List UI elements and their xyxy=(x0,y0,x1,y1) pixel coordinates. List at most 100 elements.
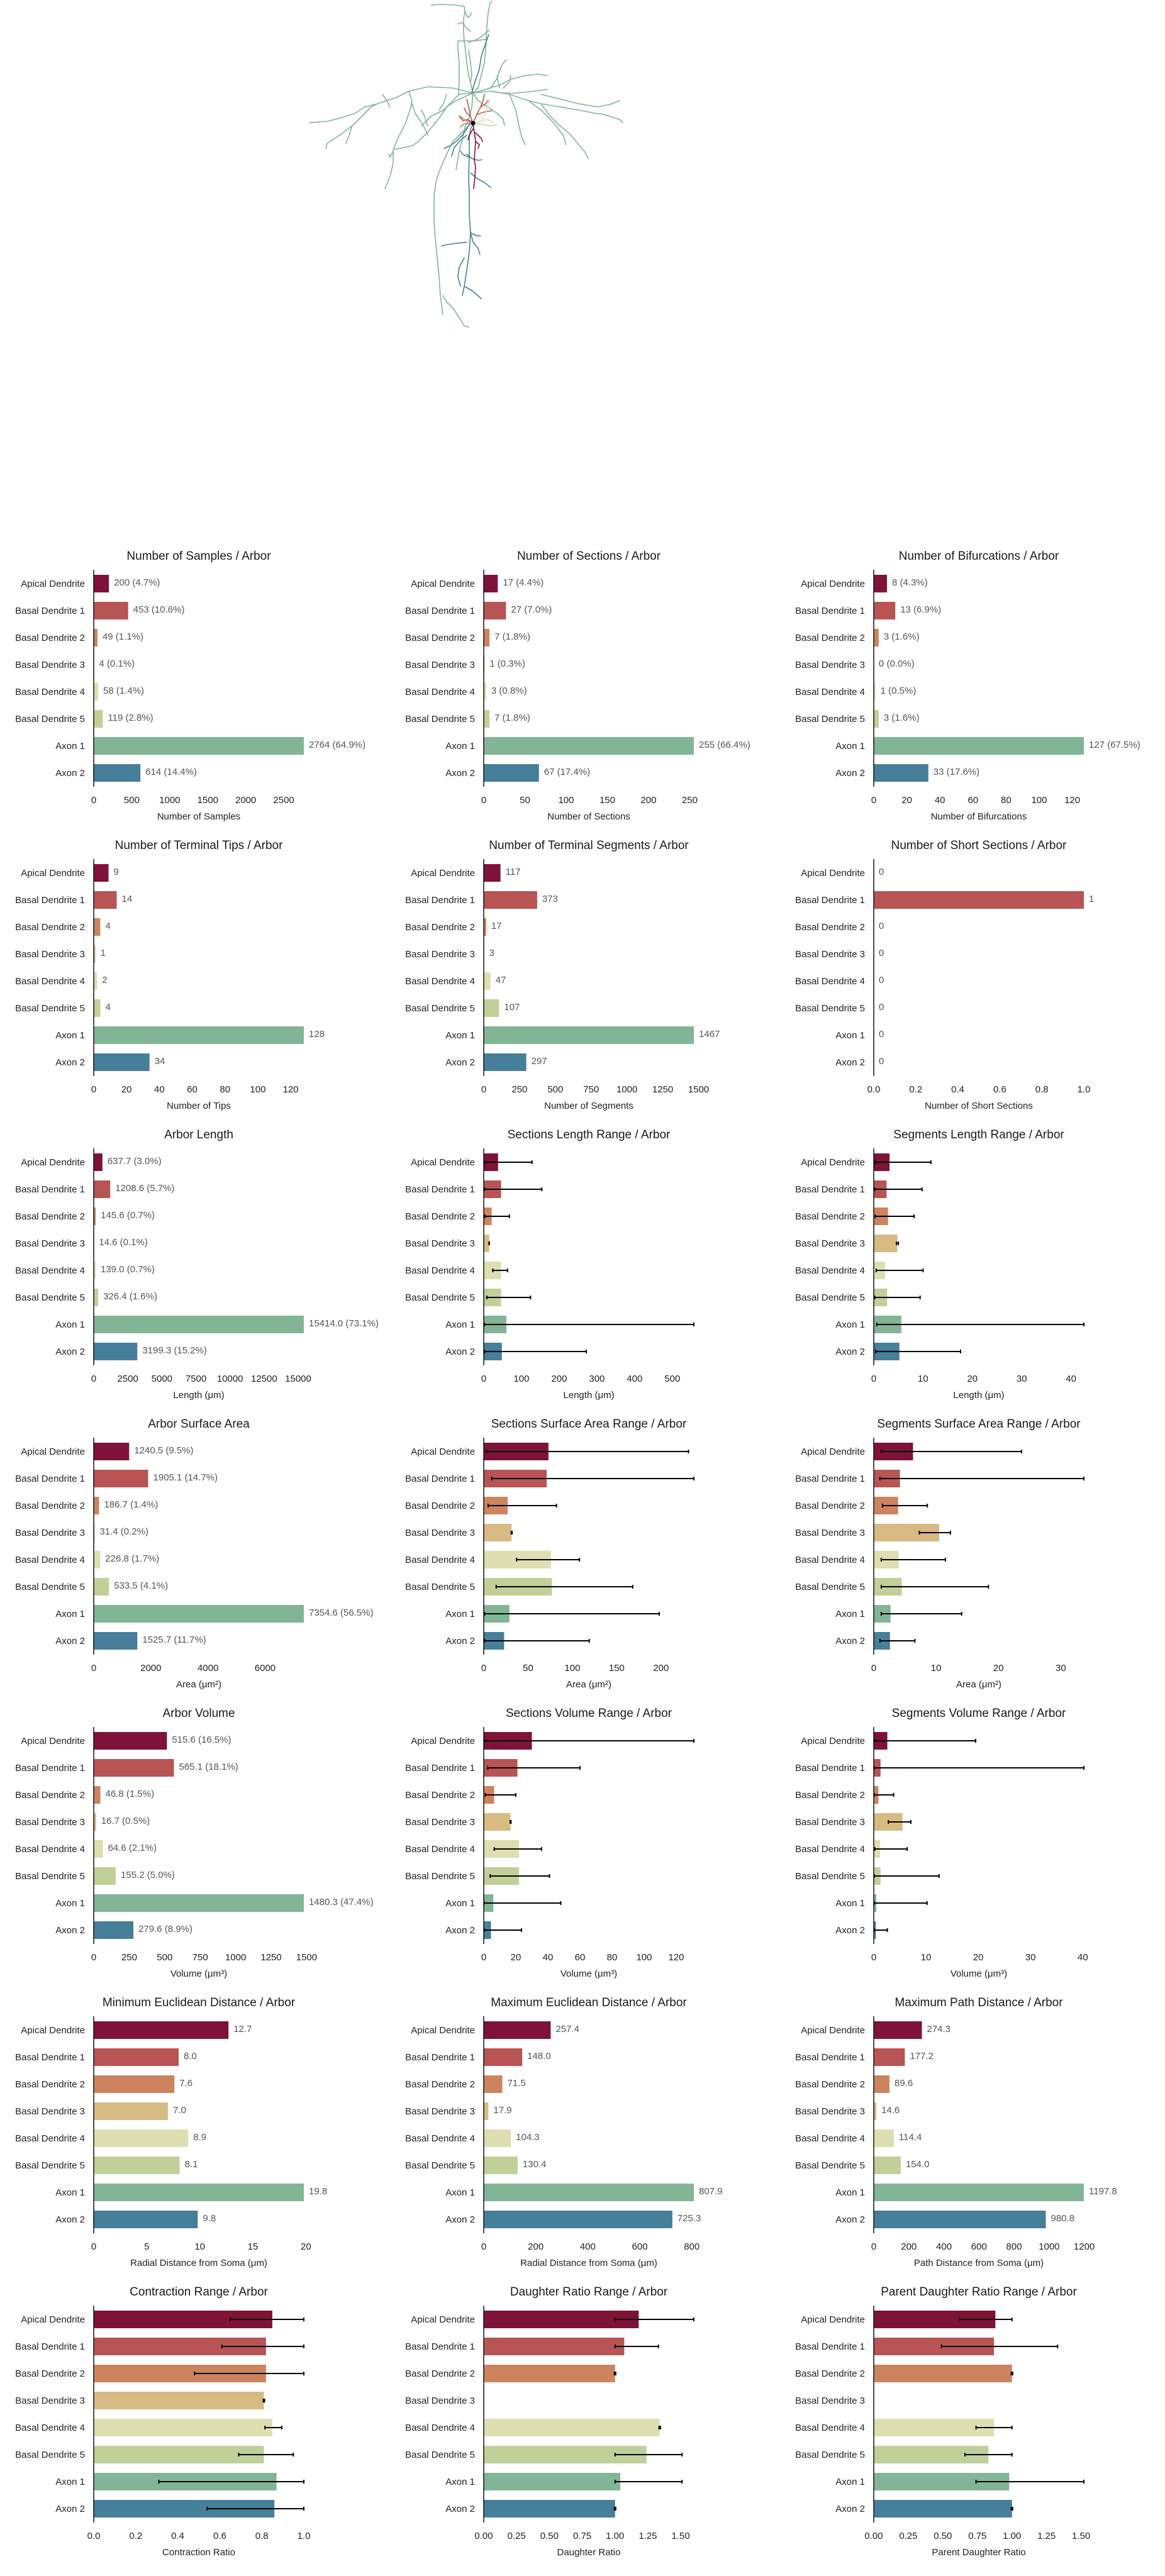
data-label: 4 xyxy=(105,1002,110,1013)
x-tick-label: 250 xyxy=(511,1084,527,1095)
bar-axon-1 xyxy=(484,2473,621,2490)
x-axis-label: Radial Distance from Soma (μm) xyxy=(520,2258,657,2268)
data-label: 117 xyxy=(506,867,521,877)
y-tick-label: Basal Dendrite 1 xyxy=(405,1474,475,1484)
y-tick-label: Basal Dendrite 3 xyxy=(795,1817,865,1828)
y-tick-label: Basal Dendrite 1 xyxy=(795,2052,865,2063)
bar-basal-dendrite-3 xyxy=(94,945,96,963)
y-tick-label: Basal Dendrite 4 xyxy=(15,2133,85,2144)
y-tick-label: Apical Dendrite xyxy=(801,2314,865,2325)
bar-basal-dendrite-2 xyxy=(874,2075,889,2093)
y-tick-label: Basal Dendrite 2 xyxy=(405,1211,475,1222)
chart-sections-length-range-arbor: Sections Length Range / Arbor Apical Dend… xyxy=(405,1128,694,1401)
y-tick-label: Axon 2 xyxy=(835,1636,865,1646)
bar-axon-2 xyxy=(94,1053,150,1071)
data-label: 9 xyxy=(113,867,118,877)
bar-apical-dendrite xyxy=(874,2021,922,2039)
x-tick-label: 15 xyxy=(248,2241,259,2252)
data-label: 8 (4.3%) xyxy=(892,577,928,588)
bar-axon-2 xyxy=(484,2500,615,2518)
data-label: 8.0 xyxy=(184,2051,197,2062)
data-label: 119 (2.8%) xyxy=(108,713,153,723)
y-tick-label: Basal Dendrite 4 xyxy=(15,1555,85,1565)
x-axis-label: Path Distance from Soma (μm) xyxy=(914,2258,1044,2268)
x-tick-label: 20 xyxy=(993,1663,1004,1674)
x-tick-label: 1.50 xyxy=(672,2531,690,2541)
data-label: 7 (1.8%) xyxy=(494,631,530,642)
bar-basal-dendrite-5 xyxy=(94,2157,180,2174)
x-axis-label: Daughter Ratio xyxy=(557,2547,621,2558)
x-tick-label: 0 xyxy=(91,1952,96,1963)
bar-basal-dendrite-3 xyxy=(484,1524,512,1541)
data-label: 46.8 (1.5%) xyxy=(106,1789,155,1799)
bar-axon-2 xyxy=(94,764,141,782)
x-tick-label: 400 xyxy=(627,1374,642,1384)
y-tick-label: Basal Dendrite 5 xyxy=(405,1582,475,1592)
x-tick-label: 0.0 xyxy=(87,2531,101,2541)
chart-arbor-surface-area: Arbor Surface Area Apical Dendrite 1240.5 … xyxy=(15,1418,373,1690)
x-tick-label: 0.6 xyxy=(993,1084,1006,1095)
y-tick-label: Apical Dendrite xyxy=(801,868,865,879)
data-label: 58 (1.4%) xyxy=(103,686,144,696)
y-tick-label: Axon 2 xyxy=(445,2214,475,2225)
x-tick-label: 200 xyxy=(551,1374,567,1384)
data-label: 1 (0.5%) xyxy=(881,686,917,696)
bar-axon-1 xyxy=(94,1316,304,1333)
x-tick-label: 7500 xyxy=(186,1374,206,1384)
x-tick-label: 10 xyxy=(918,1374,928,1384)
y-tick-label: Basal Dendrite 2 xyxy=(15,922,85,933)
y-tick-label: Axon 2 xyxy=(445,1925,475,1936)
y-tick-label: Apical Dendrite xyxy=(801,579,865,589)
bar-apical-dendrite xyxy=(94,575,109,592)
x-tick-label: 2500 xyxy=(273,795,294,806)
y-tick-label: Basal Dendrite 4 xyxy=(405,1844,475,1855)
y-tick-label: Basal Dendrite 1 xyxy=(15,1474,85,1484)
bar-basal-dendrite-3 xyxy=(94,1813,96,1831)
y-tick-label: Basal Dendrite 4 xyxy=(795,1844,865,1855)
chart-title: Number of Bifurcations / Arbor xyxy=(899,550,1059,563)
x-tick-label: 1.0 xyxy=(298,2531,311,2541)
x-tick-label: 0.4 xyxy=(171,2531,184,2541)
y-tick-label: Basal Dendrite 2 xyxy=(795,2079,865,2090)
y-tick-label: Basal Dendrite 5 xyxy=(795,714,865,724)
x-axis-label: Length (μm) xyxy=(173,1390,224,1401)
chart-arbor-length: Arbor Length Apical Dendrite 637.7 (3.0%) B… xyxy=(15,1128,379,1401)
x-tick-label: 2500 xyxy=(117,1374,138,1384)
data-label: 177.2 xyxy=(910,2051,934,2062)
y-tick-label: Basal Dendrite 2 xyxy=(795,922,865,933)
y-tick-label: Axon 1 xyxy=(445,741,475,752)
bar-basal-dendrite-4 xyxy=(874,2419,995,2436)
y-tick-label: Basal Dendrite 1 xyxy=(405,895,475,906)
x-tick-label: 0.4 xyxy=(951,1084,964,1095)
y-tick-label: Basal Dendrite 2 xyxy=(795,1790,865,1801)
data-label: 49 (1.1%) xyxy=(103,631,143,642)
data-label: 1525.7 (11.7%) xyxy=(142,1635,206,1645)
data-label: 8.9 xyxy=(193,2132,206,2143)
data-label: 1 xyxy=(101,948,106,958)
x-tick-label: 750 xyxy=(192,1952,208,1963)
y-tick-label: Axon 2 xyxy=(55,768,85,779)
y-tick-label: Basal Dendrite 5 xyxy=(15,1003,85,1014)
y-tick-label: Apical Dendrite xyxy=(411,1736,475,1746)
bar-axon-2 xyxy=(874,2500,1012,2518)
y-tick-label: Basal Dendrite 4 xyxy=(405,1555,475,1565)
y-tick-label: Axon 1 xyxy=(445,1319,475,1330)
x-tick-label: 1500 xyxy=(198,795,218,806)
y-tick-label: Axon 2 xyxy=(835,2214,865,2225)
x-tick-label: 600 xyxy=(632,2241,648,2252)
y-tick-label: Apical Dendrite xyxy=(411,1446,475,1457)
chart-title: Segments Surface Area Range / Arbor xyxy=(877,1418,1081,1431)
data-label: 130.4 xyxy=(523,2159,547,2170)
y-tick-label: Basal Dendrite 2 xyxy=(405,1790,475,1801)
x-tick-label: 200 xyxy=(901,2241,917,2252)
y-tick-label: Apical Dendrite xyxy=(21,2025,85,2036)
y-tick-label: Basal Dendrite 4 xyxy=(405,687,475,697)
axon-1-branches xyxy=(309,1,623,328)
x-tick-label: 10 xyxy=(921,1952,932,1963)
bar-basal-dendrite-3 xyxy=(94,2392,264,2409)
y-tick-label: Apical Dendrite xyxy=(411,2314,475,2325)
x-tick-label: 60 xyxy=(967,795,978,806)
y-tick-label: Basal Dendrite 3 xyxy=(795,660,865,670)
data-label: 186.7 (1.4%) xyxy=(104,1499,158,1510)
y-tick-label: Basal Dendrite 4 xyxy=(15,1844,85,1855)
